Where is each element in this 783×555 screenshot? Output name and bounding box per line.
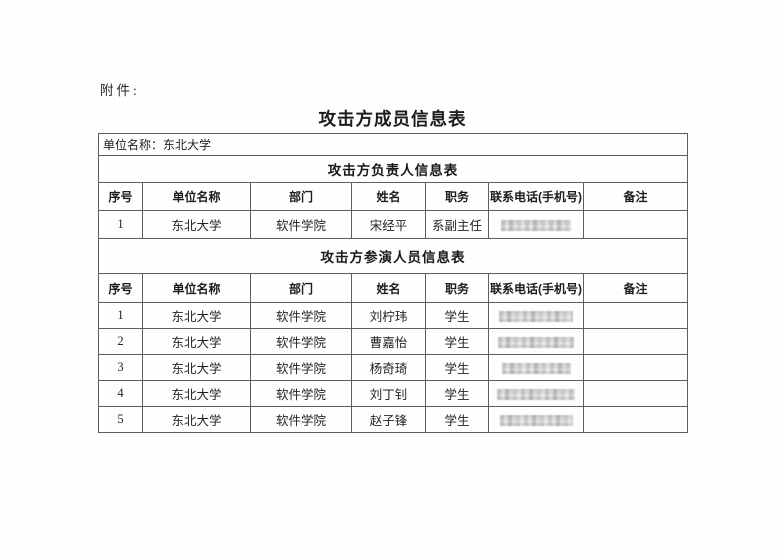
table-row-section-participants: 攻击方参演人员信息表 <box>97 238 689 274</box>
unit-name-cell: 单位名称：东北大学 <box>97 133 689 156</box>
cell-unit: 东北大学 <box>142 328 251 355</box>
section-title-participants: 攻击方参演人员信息表 <box>97 238 689 274</box>
col-header-unit: 单位名称 <box>142 182 251 211</box>
col-header-no: 序号 <box>98 273 143 303</box>
redacted-phone-block <box>501 219 571 231</box>
cell-no: 3 <box>98 354 143 381</box>
table-header-row: 序号 单位名称 部门 姓名 职务 联系电话(手机号) 备注 <box>98 273 689 303</box>
cell-remark <box>582 328 689 355</box>
cell-unit: 东北大学 <box>142 354 251 381</box>
cell-no: 1 <box>98 210 143 239</box>
table-row-section-leader: 攻击方负责人信息表 <box>97 155 689 183</box>
col-header-remark: 备注 <box>582 273 689 303</box>
col-header-department: 部门 <box>250 273 352 303</box>
document-title: 攻击方成员信息表 <box>318 109 467 129</box>
cell-department: 软件学院 <box>250 380 352 407</box>
table-row: 5 东北大学 软件学院 赵子锋 学生 <box>98 406 689 433</box>
cell-position: 学生 <box>425 354 489 381</box>
table-row-unit: 单位名称：东北大学 <box>97 133 689 156</box>
cell-position: 学生 <box>425 406 489 433</box>
cell-remark <box>582 380 689 407</box>
cell-department: 软件学院 <box>250 328 352 355</box>
cell-remark <box>582 354 689 381</box>
table-row: 2 东北大学 软件学院 曹嘉怡 学生 <box>98 328 689 355</box>
redacted-phone-block <box>498 336 574 348</box>
cell-phone <box>488 302 584 329</box>
table-header-row: 序号 单位名称 部门 姓名 职务 联系电话(手机号) 备注 <box>98 182 689 211</box>
col-header-position: 职务 <box>425 182 489 211</box>
cell-name: 赵子锋 <box>351 406 426 433</box>
cell-unit: 东北大学 <box>142 302 251 329</box>
cell-position: 系副主任 <box>425 210 489 239</box>
redacted-phone-block <box>499 414 573 426</box>
cell-department: 软件学院 <box>250 210 352 239</box>
col-header-name: 姓名 <box>351 273 426 303</box>
table-row: 1 东北大学 软件学院 刘柠玮 学生 <box>98 302 689 329</box>
redacted-phone-block <box>497 388 575 400</box>
col-header-name: 姓名 <box>351 182 426 211</box>
cell-name: 宋经平 <box>351 210 426 239</box>
cell-name: 刘丁钊 <box>351 380 426 407</box>
cell-no: 4 <box>98 380 143 407</box>
cell-position: 学生 <box>425 302 489 329</box>
redacted-phone-block <box>499 310 573 322</box>
cell-department: 软件学院 <box>250 406 352 433</box>
cell-name: 杨奇琦 <box>351 354 426 381</box>
col-header-department: 部门 <box>250 182 352 211</box>
cell-no: 2 <box>98 328 143 355</box>
col-header-phone: 联系电话(手机号) <box>488 182 584 211</box>
cell-unit: 东北大学 <box>142 406 251 433</box>
cell-no: 1 <box>98 302 143 329</box>
cell-unit: 东北大学 <box>142 210 251 239</box>
member-info-table: 单位名称：东北大学 攻击方负责人信息表 序号 单位名称 部门 姓名 职务 联系电… <box>97 133 689 433</box>
cell-department: 软件学院 <box>250 302 352 329</box>
cell-phone <box>488 380 584 407</box>
cell-unit: 东北大学 <box>142 380 251 407</box>
cell-phone <box>488 406 584 433</box>
table-row: 1 东北大学 软件学院 宋经平 系副主任 <box>98 210 689 239</box>
table-row: 4 东北大学 软件学院 刘丁钊 学生 <box>98 380 689 407</box>
cell-remark <box>582 210 689 239</box>
col-header-unit: 单位名称 <box>142 273 251 303</box>
col-header-phone: 联系电话(手机号) <box>488 273 584 303</box>
redacted-phone-block <box>501 362 571 374</box>
cell-name: 刘柠玮 <box>351 302 426 329</box>
col-header-no: 序号 <box>98 182 143 211</box>
cell-remark <box>582 302 689 329</box>
cell-phone <box>488 210 584 239</box>
cell-department: 软件学院 <box>250 354 352 381</box>
col-header-position: 职务 <box>425 273 489 303</box>
cell-remark <box>582 406 689 433</box>
cell-position: 学生 <box>425 328 489 355</box>
attachment-label: 附件: <box>100 83 140 98</box>
cell-name: 曹嘉怡 <box>351 328 426 355</box>
cell-phone <box>488 328 584 355</box>
section-title-leader: 攻击方负责人信息表 <box>97 155 689 183</box>
cell-no: 5 <box>98 406 143 433</box>
col-header-remark: 备注 <box>582 182 689 211</box>
table-row: 3 东北大学 软件学院 杨奇琦 学生 <box>98 354 689 381</box>
cell-position: 学生 <box>425 380 489 407</box>
cell-phone <box>488 354 584 381</box>
